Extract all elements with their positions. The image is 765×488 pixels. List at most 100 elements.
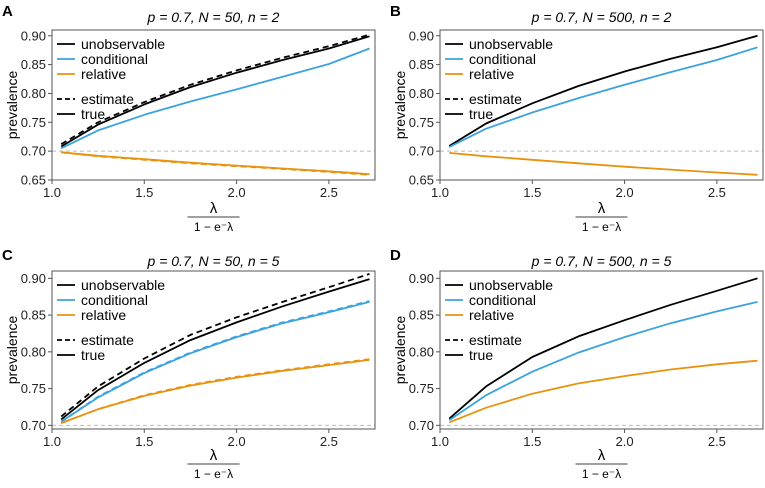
y-tick-label: 0.85 — [409, 57, 434, 72]
x-tick-label: 1.5 — [135, 434, 153, 449]
x-tick-label: 2.5 — [320, 185, 338, 200]
legend-label-true: true — [81, 106, 105, 122]
legend-label-estimate: estimate — [81, 332, 134, 348]
chart-title: p = 0.7, N = 500, n = 5 — [531, 253, 672, 269]
legend-label-conditional: conditional — [469, 51, 536, 67]
legend-label-conditional: conditional — [469, 292, 536, 308]
legend-label-true: true — [469, 347, 493, 363]
legend-label-estimate: estimate — [469, 91, 522, 107]
x-axis-numerator: λ — [210, 447, 218, 464]
y-tick-label: 0.80 — [409, 344, 434, 359]
x-tick-label: 2.5 — [708, 185, 726, 200]
panel-label: B — [390, 3, 401, 20]
y-axis-label: prevalence — [392, 71, 408, 140]
chart-title: p = 0.7, N = 500, n = 2 — [531, 9, 672, 25]
x-tick-label: 1.0 — [431, 185, 449, 200]
series-conditional-estimate — [60, 300, 370, 423]
y-tick-label: 0.85 — [21, 57, 46, 72]
x-axis-denominator: 1 − e⁻λ — [194, 467, 233, 481]
legend-label-unobservable: unobservable — [81, 277, 165, 293]
y-tick-label: 0.80 — [409, 86, 434, 101]
legend-label-relative: relative — [81, 307, 126, 323]
legend-label-estimate: estimate — [81, 91, 134, 107]
series-conditional-true — [448, 46, 758, 148]
series-unobservable-true — [448, 34, 758, 147]
x-axis-denominator: 1 − e⁻λ — [194, 220, 233, 234]
y-axis-label: prevalence — [4, 71, 20, 140]
legend-label-unobservable: unobservable — [469, 277, 553, 293]
series-unobservable-estimate — [60, 33, 370, 145]
panel-label: A — [2, 3, 13, 20]
legend-label-conditional: conditional — [81, 292, 148, 308]
panel-label: D — [390, 247, 401, 264]
x-tick-label: 2.5 — [320, 434, 338, 449]
panel-label: C — [2, 247, 13, 264]
legend-label-estimate: estimate — [469, 332, 522, 348]
legend-label-unobservable: unobservable — [469, 36, 553, 52]
y-tick-label: 0.75 — [21, 381, 46, 396]
y-tick-label: 0.85 — [409, 308, 434, 323]
x-tick-label: 1.0 — [431, 434, 449, 449]
y-tick-label: 0.75 — [409, 381, 434, 396]
plot-frame — [439, 270, 764, 430]
series-relative-true — [448, 359, 758, 424]
y-tick-label: 0.90 — [21, 271, 46, 286]
y-tick-label: 0.70 — [409, 144, 434, 159]
series-unobservable-true — [60, 35, 370, 148]
y-tick-label: 0.80 — [21, 344, 46, 359]
y-tick-label: 0.75 — [409, 115, 434, 130]
x-tick-label: 2.5 — [708, 434, 726, 449]
plot-frame — [51, 29, 376, 181]
x-tick-label: 2.0 — [228, 185, 246, 200]
x-tick-label: 2.0 — [616, 185, 634, 200]
series-relative-true — [449, 152, 758, 176]
y-tick-label: 0.75 — [21, 115, 46, 130]
series-relative-true — [60, 359, 370, 424]
y-tick-label: 0.80 — [21, 86, 46, 101]
x-tick-label: 1.5 — [523, 185, 541, 200]
x-tick-label: 1.5 — [523, 434, 541, 449]
x-tick-label: 2.0 — [228, 434, 246, 449]
y-tick-label: 0.70 — [21, 144, 46, 159]
chart-title: p = 0.7, N = 50, n = 5 — [147, 253, 280, 269]
legend-label-true: true — [81, 347, 105, 363]
x-tick-label: 1.5 — [135, 185, 153, 200]
x-axis-denominator: 1 − e⁻λ — [582, 467, 621, 481]
series-conditional-true — [60, 47, 370, 150]
plot-frame — [439, 29, 764, 181]
x-tick-label: 1.0 — [43, 185, 61, 200]
series-relative-estimate — [61, 151, 370, 176]
plot-frame — [51, 270, 376, 430]
y-tick-label: 0.90 — [409, 271, 434, 286]
y-tick-label: 0.65 — [409, 173, 434, 188]
legend-label-relative: relative — [469, 66, 514, 82]
x-tick-label: 2.0 — [616, 434, 634, 449]
y-axis-label: prevalence — [392, 316, 408, 385]
y-tick-label: 0.65 — [21, 173, 46, 188]
y-tick-label: 0.70 — [409, 418, 434, 433]
legend-label-relative: relative — [469, 307, 514, 323]
y-tick-label: 0.90 — [409, 28, 434, 43]
legend-label-conditional: conditional — [81, 51, 148, 67]
x-axis-numerator: λ — [598, 200, 606, 217]
x-tick-label: 1.0 — [43, 434, 61, 449]
chart-title: p = 0.7, N = 50, n = 2 — [147, 9, 280, 25]
x-axis-numerator: λ — [210, 200, 218, 217]
y-tick-label: 0.90 — [21, 28, 46, 43]
y-tick-label: 0.85 — [21, 308, 46, 323]
x-axis-numerator: λ — [598, 447, 606, 464]
series-unobservable-estimate — [60, 273, 370, 418]
legend-label-relative: relative — [81, 66, 126, 82]
x-axis-denominator: 1 − e⁻λ — [582, 220, 621, 234]
legend-label-unobservable: unobservable — [81, 36, 165, 52]
series-conditional-true — [448, 301, 758, 421]
series-unobservable-true — [60, 278, 370, 421]
series-unobservable-true — [448, 277, 758, 420]
y-axis-label: prevalence — [4, 316, 20, 385]
legend-label-true: true — [469, 106, 493, 122]
